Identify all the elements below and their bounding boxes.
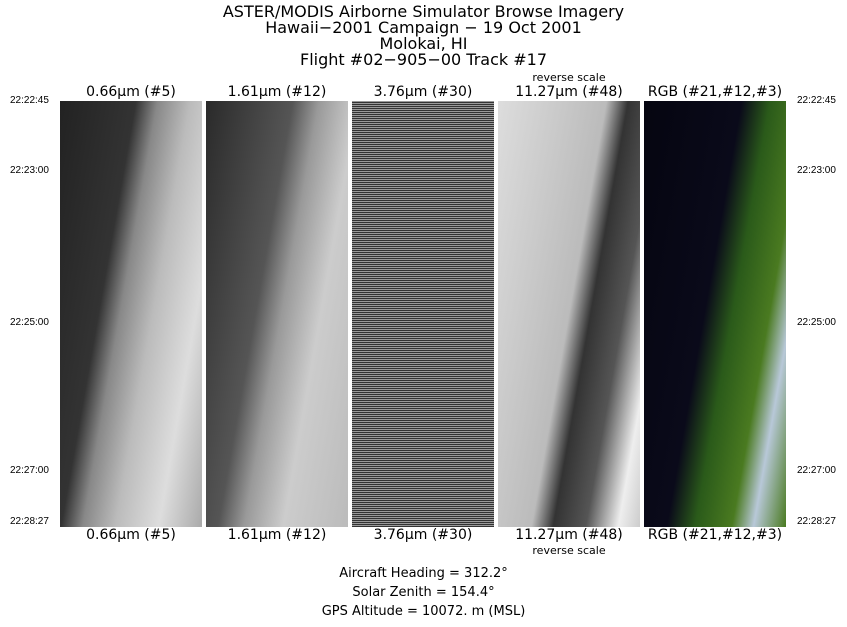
image-panel-band48 bbox=[498, 101, 640, 527]
aircraft-heading: Aircraft Heading = 312.2° bbox=[339, 566, 508, 581]
title-line-3: Molokai, HI bbox=[379, 34, 468, 53]
time-left-4: 22:27:00 bbox=[10, 465, 49, 476]
top-label-rgb: RGB (#21,#12,#3) bbox=[647, 84, 783, 100]
top-label-band48: 11.27μm (#48) bbox=[515, 84, 623, 100]
time-right-5: 22:28:27 bbox=[797, 516, 836, 527]
time-left-1: 22:22:45 bbox=[10, 95, 49, 106]
gps-altitude: GPS Altitude = 10072. m (MSL) bbox=[321, 604, 526, 619]
bottom-label-band12: 1.61μm (#12) bbox=[227, 527, 327, 543]
bottom-reverse-scale-note: reverse scale bbox=[532, 544, 606, 557]
bottom-label-band30: 3.76μm (#30) bbox=[373, 527, 473, 543]
solar-zenith: Solar Zenith = 154.4° bbox=[352, 585, 495, 600]
title-line-1: ASTER/MODIS Airborne Simulator Browse Im… bbox=[222, 2, 625, 21]
top-label-band5: 0.66μm (#5) bbox=[86, 84, 176, 100]
top-label-band30: 3.76μm (#30) bbox=[373, 84, 473, 100]
top-label-band12: 1.61μm (#12) bbox=[227, 84, 327, 100]
time-right-4: 22:27:00 bbox=[797, 465, 836, 476]
image-panel-band5 bbox=[60, 101, 202, 527]
time-left-5: 22:28:27 bbox=[10, 516, 49, 527]
bottom-label-band5: 0.66μm (#5) bbox=[86, 527, 176, 543]
title-line-2: Hawaii−2001 Campaign − 19 Oct 2001 bbox=[265, 18, 582, 37]
time-right-3: 22:25:00 bbox=[797, 317, 836, 328]
image-panel-band30 bbox=[352, 101, 494, 527]
image-panel-band12 bbox=[206, 101, 348, 527]
time-right-1: 22:22:45 bbox=[797, 95, 836, 106]
bottom-label-rgb: RGB (#21,#12,#3) bbox=[647, 527, 783, 543]
time-left-2: 22:23:00 bbox=[10, 165, 49, 176]
image-panel-rgb bbox=[644, 101, 786, 527]
time-right-2: 22:23:00 bbox=[797, 165, 836, 176]
time-left-3: 22:25:00 bbox=[10, 317, 49, 328]
top-reverse-scale-note: reverse scale bbox=[532, 71, 606, 84]
title-line-4: Flight #02−905−00 Track #17 bbox=[299, 50, 548, 69]
bottom-label-band48: 11.27μm (#48) bbox=[515, 527, 623, 543]
